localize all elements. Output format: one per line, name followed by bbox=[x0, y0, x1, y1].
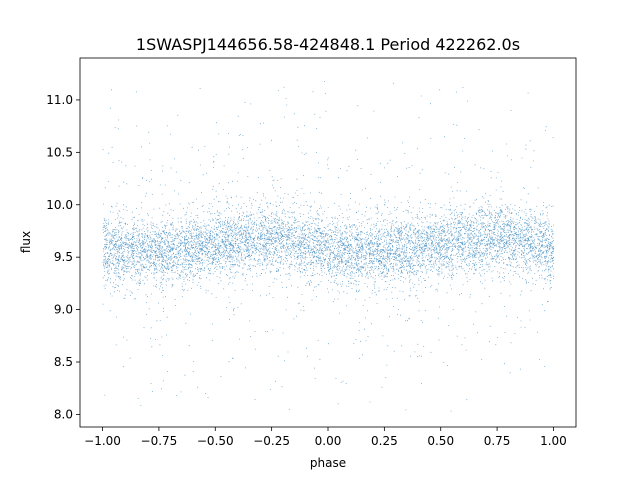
y-tick-label: 8.5 bbox=[54, 355, 73, 369]
x-tick-label: −0.25 bbox=[253, 434, 290, 448]
chart-title: 1SWASPJ144656.58-424848.1 Period 422262.… bbox=[136, 35, 520, 54]
y-axis: 8.0 8.5 9.0 9.5 10.0 10.5 11.0 bbox=[46, 93, 80, 421]
data-points bbox=[102, 81, 555, 412]
y-tick-label: 9.5 bbox=[54, 250, 73, 264]
y-tick-label: 10.5 bbox=[46, 145, 73, 159]
x-axis: −1.00 −0.75 −0.50 −0.25 0.00 0.25 0.50 0.75 1.00 bbox=[84, 427, 567, 448]
y-tick-label: 10.0 bbox=[46, 198, 73, 212]
x-tick-label: 1.00 bbox=[540, 434, 567, 448]
x-tick-label: 0.50 bbox=[427, 434, 454, 448]
scatter-points bbox=[102, 81, 555, 412]
y-tick-label: 8.0 bbox=[54, 407, 73, 421]
y-tick-label: 11.0 bbox=[46, 93, 73, 107]
x-tick-label: −1.00 bbox=[84, 434, 121, 448]
y-axis-label: flux bbox=[19, 231, 33, 253]
y-tick-label: 9.0 bbox=[54, 303, 73, 317]
x-axis-label: phase bbox=[310, 456, 346, 470]
x-tick-label: 0.75 bbox=[484, 434, 511, 448]
x-tick-label: −0.75 bbox=[141, 434, 178, 448]
x-tick-label: 0.25 bbox=[371, 434, 398, 448]
x-tick-label: 0.00 bbox=[315, 434, 342, 448]
x-tick-label: −0.50 bbox=[197, 434, 234, 448]
